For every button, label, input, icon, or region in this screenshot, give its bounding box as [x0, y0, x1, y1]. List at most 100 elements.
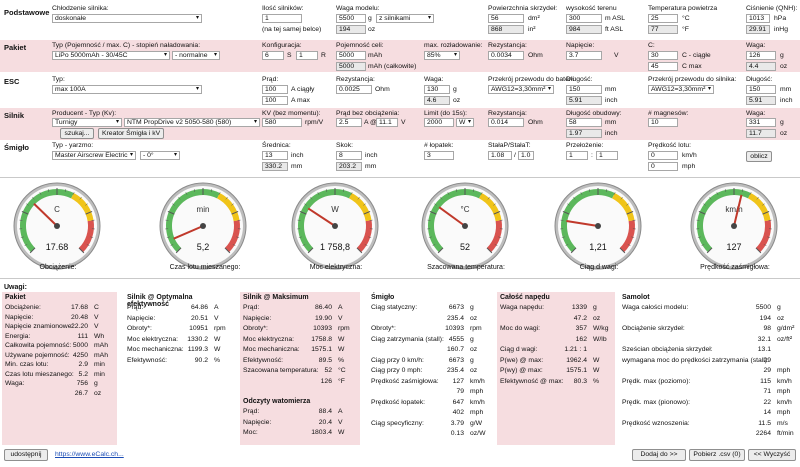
share-button[interactable]: udostępnij	[4, 449, 48, 461]
results-motor-opt-panel: Silnik @ Optymalna efektywność Prąd: 64.8…	[124, 292, 236, 445]
prop-kv-wizard-button[interactable]: Kreator Śmigła i kV	[98, 128, 164, 139]
result-label: Ciąg przy 0 mph:	[371, 367, 423, 374]
speed-kmh-unit: km/h	[682, 152, 697, 159]
maxdis-select[interactable]: 85%	[424, 51, 460, 60]
idle-current-input[interactable]: 2.5	[336, 118, 362, 127]
pack-charge-select[interactable]: - normalne	[172, 51, 220, 60]
cap-input[interactable]: 5000	[336, 51, 366, 60]
gauge-zone	[20, 189, 74, 253]
idle-voltage-input[interactable]: 11.1	[376, 118, 398, 127]
result-label: Moc elektryczna:	[127, 335, 178, 343]
result-value: 10951	[189, 325, 208, 332]
esc-weight-input[interactable]: 130	[424, 85, 450, 94]
motors-input[interactable]: 1	[262, 14, 302, 23]
press-input[interactable]: 1013	[746, 14, 770, 23]
result-label: wymagana moc do prędkości zatrzymania (s…	[622, 356, 769, 364]
gauge-value: 17.68	[46, 242, 69, 252]
result-unit: °F	[338, 377, 345, 385]
result-unit: Wh	[94, 332, 105, 340]
prop-yoke-select[interactable]: - 0°	[140, 151, 180, 160]
result-label: Sześcian obciążenia skrzydeł:	[622, 346, 713, 353]
result-label: Efektywność @ max:	[500, 377, 564, 385]
esc-curr-max-input[interactable]: 100	[262, 96, 288, 105]
gauge-tick	[78, 247, 85, 254]
alt-input[interactable]: 300	[566, 14, 602, 23]
result-label: Obroty*:	[127, 325, 152, 332]
diam-label: Średnica:	[262, 142, 291, 149]
const-t-input[interactable]: 1.0	[518, 151, 534, 160]
esc-curr-cont-input[interactable]: 100	[262, 85, 288, 94]
diam-input[interactable]: 13	[262, 151, 288, 160]
gear-a-input[interactable]: 1	[566, 151, 588, 160]
gauge-tick	[304, 203, 307, 206]
weight-mode-select[interactable]: z silnikami	[376, 14, 434, 23]
gauge-tick	[218, 192, 221, 195]
speed-mph-input[interactable]: 0	[648, 162, 678, 171]
const-p-input[interactable]: 1.08	[488, 151, 512, 160]
result-label: Obroty*:	[371, 325, 396, 332]
weight-input[interactable]: 5500	[336, 14, 366, 23]
case-input[interactable]: 58	[566, 118, 602, 127]
pack-c-cont-input[interactable]: 30	[648, 51, 678, 60]
result-unit: W	[338, 346, 345, 353]
motor-res-input[interactable]: 0.014	[488, 118, 524, 127]
pack-weight-label: Waga:	[746, 42, 766, 49]
cooling-select[interactable]: doskonałe	[52, 14, 202, 23]
magnets-label: # magnesów:	[648, 110, 689, 117]
gauge-tick	[170, 244, 174, 247]
motor-search-button[interactable]: szukaj...	[60, 128, 94, 139]
result-value: 4250	[72, 351, 88, 359]
pack-res-label: Rezystancja:	[488, 42, 527, 49]
download-csv-button[interactable]: Pobierz .csv (0)	[689, 449, 745, 461]
gauge-tick	[47, 188, 50, 193]
results-motor-opt-title: Silnik @ Optymalna efektywność	[127, 294, 193, 308]
motor-weight-input[interactable]: 331	[746, 118, 776, 127]
limit-unit-select[interactable]: W	[456, 118, 474, 127]
calculate-button[interactable]: oblicz	[746, 151, 772, 162]
pack-type-select[interactable]: LiPo 5000mAh - 30/45C	[52, 51, 170, 60]
temp-input[interactable]: 25	[648, 14, 678, 23]
esc-type-select[interactable]: max 100A	[52, 85, 202, 94]
gauge-tick	[631, 236, 635, 238]
ecalc-link[interactable]: https://www.eCalc.ch...	[55, 451, 124, 458]
esc-res-input[interactable]: 0.0025	[336, 85, 372, 94]
wire-mot-label: Przekrój przewodu do silnika:	[648, 76, 737, 83]
motor-prod-select[interactable]: Turnigy	[52, 118, 122, 127]
pack-res-input[interactable]: 0.0034	[488, 51, 524, 60]
motors-label: Ilość silników:	[262, 5, 304, 12]
pitch-input[interactable]: 8	[336, 151, 362, 160]
config-s-input[interactable]: 6	[262, 51, 284, 60]
config-p-input[interactable]: 1	[296, 51, 318, 60]
wire-mot-select[interactable]: AWG12=3,30mm²	[648, 85, 714, 94]
pack-volt-input[interactable]: 3.7	[566, 51, 602, 60]
esc-curr-label: Prąd:	[262, 76, 279, 83]
gear-b-input[interactable]: 1	[596, 151, 618, 160]
add-to-button[interactable]: Dodaj do >>	[632, 449, 686, 461]
gauge-zone	[78, 220, 94, 253]
result-unit: oz/ft²	[777, 335, 793, 343]
limit-input[interactable]: 2000	[424, 118, 454, 127]
wire-bat-select[interactable]: AWG12=3,30mm²	[488, 85, 554, 94]
gauge-tick	[573, 196, 576, 200]
pack-weight-input[interactable]: 126	[746, 51, 776, 60]
alt-ft-unit: ft ASL	[605, 26, 624, 33]
weight-oz-unit: oz	[368, 26, 376, 33]
prop-type-select[interactable]: Master Airscrew Electric	[52, 151, 136, 160]
result-label: Obciążenie:	[5, 304, 41, 311]
motor-type-select[interactable]: NTM PropDrive v2 5050-580 (580)	[124, 118, 260, 127]
gauge-unit: min	[197, 205, 210, 214]
clear-button[interactable]: << Wyczyść	[748, 449, 796, 461]
wing-input[interactable]: 56	[488, 14, 524, 23]
magnets-input[interactable]: 10	[648, 118, 678, 127]
wire-mot-len-input[interactable]: 150	[746, 85, 776, 94]
pack-c-max-input[interactable]: 45	[648, 62, 678, 71]
blades-input[interactable]: 3	[424, 151, 454, 160]
speed-kmh-input[interactable]: 0	[648, 151, 678, 160]
result-value: 5500	[755, 304, 771, 311]
result-unit: °C	[338, 367, 346, 374]
wire-bat-len-input[interactable]: 150	[566, 85, 602, 94]
gauge-tick	[363, 203, 366, 206]
alt-ft-output: 984	[566, 25, 602, 34]
kv-input[interactable]: 580	[262, 118, 302, 127]
result-unit: km/h	[470, 398, 485, 406]
